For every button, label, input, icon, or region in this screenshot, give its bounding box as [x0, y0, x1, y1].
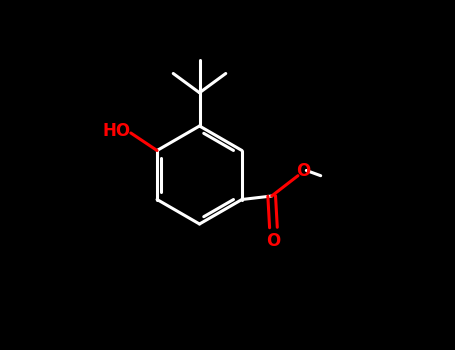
Text: O: O — [266, 232, 281, 250]
Text: HO: HO — [102, 122, 130, 140]
Text: O: O — [296, 162, 310, 181]
